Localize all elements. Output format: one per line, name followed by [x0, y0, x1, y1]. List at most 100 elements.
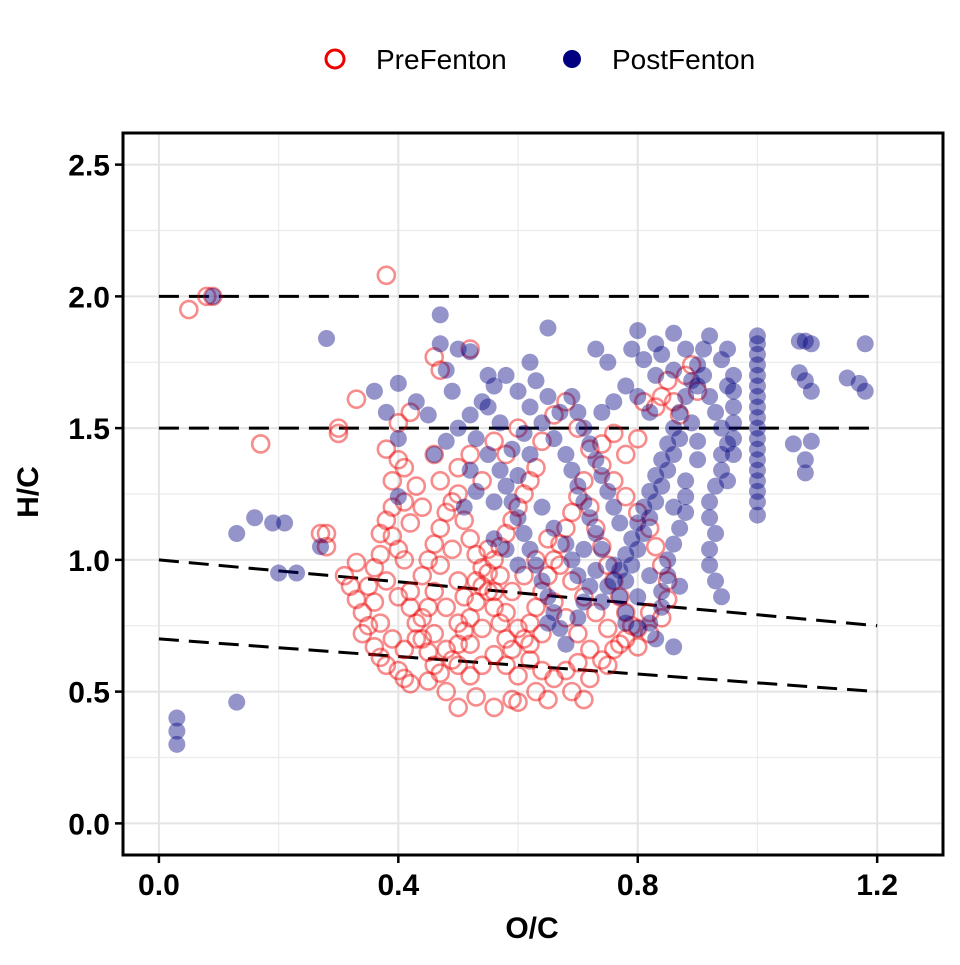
postfenton-point	[659, 567, 677, 585]
prefenton-point	[436, 597, 457, 618]
prefenton-point	[496, 523, 516, 544]
prefenton-point	[502, 581, 522, 602]
prefenton-point	[460, 608, 480, 628]
postfenton-point	[593, 467, 611, 485]
prefenton-point	[484, 597, 504, 618]
postfenton-point	[725, 430, 743, 448]
postfenton-point	[389, 430, 407, 448]
postfenton-point	[467, 482, 485, 500]
postfenton-point	[677, 503, 695, 521]
prefenton-point	[316, 536, 337, 557]
prefenton-point	[526, 597, 546, 618]
postfenton-point	[527, 556, 545, 574]
postfenton-point	[701, 388, 719, 406]
prefenton-point	[609, 586, 630, 607]
legend-marker-postfenton	[563, 50, 581, 68]
prefenton-point	[675, 365, 696, 386]
prefenton-point	[394, 639, 415, 660]
postfenton-point	[461, 343, 479, 361]
prefenton-point	[448, 571, 468, 591]
postfenton-point	[748, 409, 766, 427]
postfenton-point	[665, 419, 683, 437]
postfenton-point	[605, 556, 623, 574]
postfenton-point	[629, 322, 647, 340]
postfenton-point	[647, 467, 665, 485]
prefenton-point	[352, 602, 373, 623]
prefenton-point	[382, 497, 403, 517]
postfenton-point	[671, 519, 689, 537]
prefenton-point	[681, 355, 702, 375]
postfenton-point	[629, 388, 647, 406]
prefenton-point	[418, 642, 439, 662]
postfenton-point	[545, 430, 563, 448]
postfenton-point	[653, 477, 671, 495]
postfenton-point	[748, 451, 766, 469]
prefenton-point	[394, 492, 415, 512]
prefenton-point	[412, 565, 433, 586]
prefenton-point	[394, 550, 415, 570]
prefenton-point	[346, 589, 367, 610]
prefenton-point	[418, 597, 439, 618]
prefenton-point	[478, 581, 498, 602]
prefenton-point	[627, 502, 648, 523]
postfenton-point	[725, 445, 743, 463]
postfenton-point	[647, 493, 665, 511]
prefenton-point	[340, 576, 361, 597]
postfenton-point	[707, 525, 725, 543]
prefenton-point	[592, 455, 612, 475]
prefenton-point	[669, 405, 690, 425]
prefenton-point	[472, 618, 492, 639]
postfenton-point	[521, 398, 539, 416]
postfenton-point	[653, 582, 671, 600]
prefenton-point	[520, 634, 540, 654]
prefenton-point	[364, 592, 385, 612]
postfenton-point	[719, 340, 737, 358]
postfenton-point	[748, 472, 766, 490]
prefenton-point	[538, 565, 558, 586]
postfenton-point	[575, 419, 593, 437]
postfenton-point	[856, 335, 874, 353]
legend-label-prefenton: PreFenton	[376, 44, 507, 75]
y-axis-title: H/C	[12, 466, 45, 518]
prefenton-point	[424, 581, 445, 602]
prefenton-point	[406, 613, 427, 633]
prefenton-point	[645, 397, 666, 417]
prefenton-point	[490, 565, 510, 586]
postfenton-point	[623, 556, 641, 574]
postfenton-point	[677, 488, 695, 506]
postfenton-point	[617, 377, 635, 395]
prefenton-point	[466, 592, 486, 612]
prefenton-point	[627, 637, 648, 657]
postfenton-point	[635, 498, 653, 516]
postfenton-point	[497, 540, 515, 558]
prefenton-point	[364, 637, 385, 657]
prefenton-point	[436, 639, 457, 660]
postfenton-point	[449, 419, 467, 437]
x-tick-label: 1.2	[856, 869, 898, 902]
postfenton-point	[659, 435, 677, 453]
prefenton-point	[418, 550, 439, 570]
prefenton-point	[598, 555, 618, 575]
postfenton-point	[431, 335, 449, 353]
prefenton-point	[328, 418, 349, 438]
postfenton-point	[623, 530, 641, 548]
postfenton-point	[641, 403, 659, 421]
prefenton-point	[316, 523, 337, 544]
prefenton-point	[508, 692, 528, 712]
postfenton-point	[557, 445, 575, 463]
postfenton-point	[497, 477, 515, 495]
postfenton-point	[695, 340, 713, 358]
prefenton-point	[657, 589, 678, 610]
prefenton-point	[609, 634, 630, 654]
postfenton-point	[671, 577, 689, 595]
postfenton-point	[713, 351, 731, 369]
prefenton-point	[508, 618, 528, 639]
prefenton-point	[424, 655, 445, 676]
prefenton-point	[490, 613, 510, 633]
postfenton-point	[713, 461, 731, 479]
postfenton-point	[557, 635, 575, 653]
postfenton-point	[533, 572, 551, 590]
postfenton-point	[629, 514, 647, 532]
postfenton-point	[617, 614, 635, 632]
postfenton-point	[653, 345, 671, 363]
